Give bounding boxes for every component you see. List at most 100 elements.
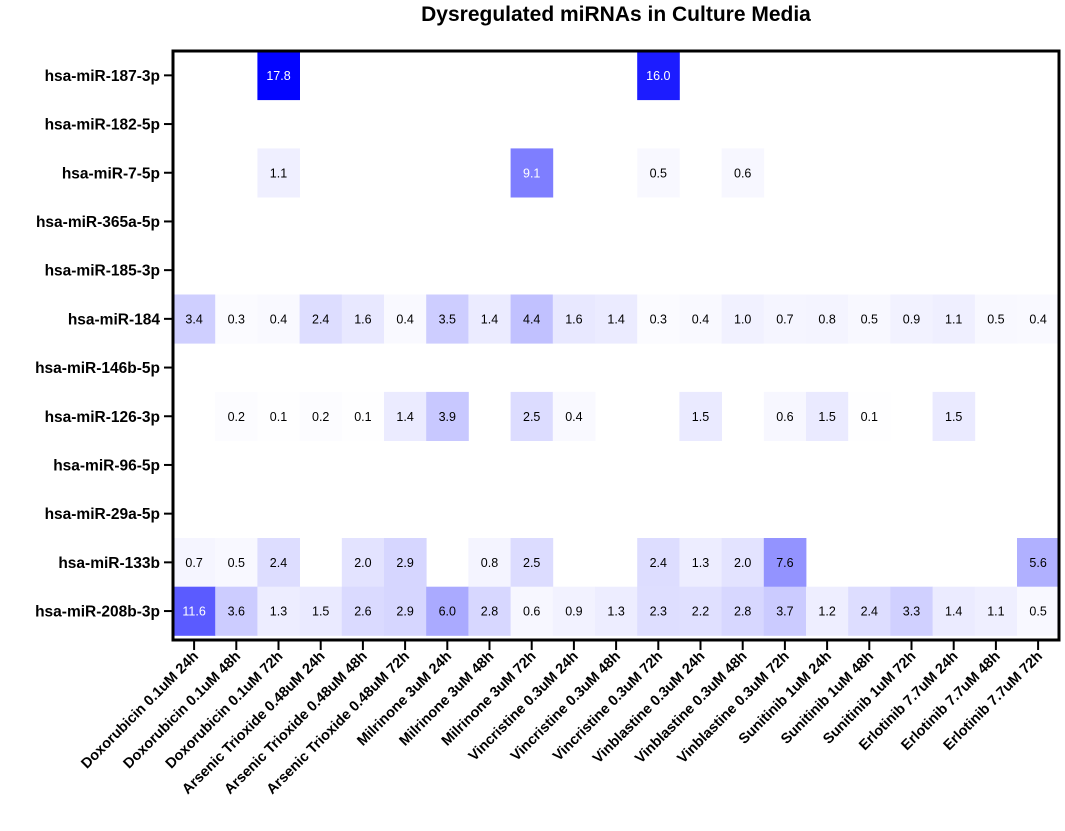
heatmap-cell xyxy=(595,586,638,636)
cell-value-label: 3.4 xyxy=(185,312,202,326)
heatmap-cell xyxy=(299,391,343,441)
cell-value-label: 0.1 xyxy=(354,410,371,424)
cell-value-label: 1.3 xyxy=(270,605,287,619)
heatmap-cell xyxy=(510,391,554,441)
cell-value-label: 5.6 xyxy=(1029,556,1046,570)
cell-value-label: 0.1 xyxy=(861,410,878,424)
heatmap-cell xyxy=(890,586,933,636)
heatmap-cell xyxy=(763,586,807,636)
heatmap-cell xyxy=(890,294,933,344)
heatmap-cell xyxy=(721,294,765,344)
heatmap-cell xyxy=(426,391,469,441)
heatmap-cell xyxy=(848,391,891,441)
cell-value-label: 2.5 xyxy=(523,556,540,570)
cell-value-label: 0.4 xyxy=(396,312,413,326)
cell-value-label: 0.5 xyxy=(650,166,667,180)
heatmap-cell xyxy=(679,391,722,441)
column-ticks xyxy=(193,640,1040,650)
cell-value-label: 1.1 xyxy=(987,605,1004,619)
cell-value-label: 1.4 xyxy=(481,312,498,326)
cell-value-label: 2.2 xyxy=(692,605,709,619)
cell-value-label: 0.9 xyxy=(565,605,582,619)
cell-value-label: 1.1 xyxy=(270,166,287,180)
heatmap-cell xyxy=(173,586,216,636)
heatmap-cell xyxy=(1017,294,1060,344)
cell-value-label: 1.5 xyxy=(818,410,835,424)
cell-value-label: 0.6 xyxy=(734,166,751,180)
cell-value-label: 0.5 xyxy=(987,312,1004,326)
heatmap-cell xyxy=(384,294,427,344)
heatmap-cell xyxy=(932,391,976,441)
heatmap-cell xyxy=(974,294,1018,344)
heatmap-cell xyxy=(552,586,596,636)
heatmap-cell xyxy=(721,148,765,198)
cell-value-label: 0.2 xyxy=(312,410,329,424)
cell-value-label: 6.0 xyxy=(439,605,456,619)
cell-value-label: 1.4 xyxy=(607,312,624,326)
heatmap-cell xyxy=(299,294,343,344)
cell-value-label: 0.2 xyxy=(228,410,245,424)
row-label: hsa-miR-7-5p xyxy=(62,165,160,182)
cell-value-label: 1.3 xyxy=(607,605,624,619)
row-label: hsa-miR-182-5p xyxy=(45,117,160,134)
heatmap-cell xyxy=(341,586,385,636)
heatmap-cell xyxy=(637,294,680,344)
row-label: hsa-miR-29a-5p xyxy=(45,506,160,523)
cell-value-label: 2.5 xyxy=(523,410,540,424)
row-label: hsa-miR-365a-5p xyxy=(36,214,160,231)
heatmap-cell xyxy=(552,391,596,441)
row-label: hsa-miR-208b-3p xyxy=(35,604,160,621)
cell-value-label: 1.3 xyxy=(692,556,709,570)
heatmap-cell xyxy=(468,586,511,636)
cell-value-label: 3.3 xyxy=(903,605,920,619)
cell-value-label: 2.4 xyxy=(270,556,287,570)
heatmap-cell xyxy=(721,586,765,636)
cell-value-label: 1.2 xyxy=(818,605,835,619)
cell-value-label: 7.6 xyxy=(776,556,793,570)
heatmap-cell xyxy=(510,294,554,344)
cell-value-label: 2.4 xyxy=(861,605,878,619)
heatmap-cell xyxy=(637,586,680,636)
heatmap-cell xyxy=(510,148,554,198)
heatmap-cell xyxy=(595,294,638,344)
heatmap-cell xyxy=(257,391,300,441)
cell-value-label: 1.6 xyxy=(354,312,371,326)
cell-value-label: 2.3 xyxy=(650,605,667,619)
heatmap-cell xyxy=(257,51,300,101)
cell-value-label: 3.6 xyxy=(228,605,245,619)
heatmap-cell xyxy=(257,586,300,636)
cell-value-label: 2.8 xyxy=(734,605,751,619)
cell-value-label: 1.6 xyxy=(565,312,582,326)
cell-value-label: 2.6 xyxy=(354,605,371,619)
cell-value-label: 1.4 xyxy=(396,410,413,424)
heatmap-cells: 17.8 16.0 1.1 9.1 0.5 0.6 3.4 0.3 0.4 2.4 1.6 0.4 3.… xyxy=(173,51,1060,636)
cell-value-label: 2.4 xyxy=(312,312,329,326)
cell-value-label: 1.4 xyxy=(945,605,962,619)
heatmap-cell xyxy=(679,294,722,344)
cell-value-label: 1.5 xyxy=(312,605,329,619)
cell-value-label: 0.4 xyxy=(1029,312,1046,326)
heatmap-cell xyxy=(806,391,849,441)
row-label: hsa-miR-96-5p xyxy=(53,457,160,474)
cell-value-label: 4.4 xyxy=(523,312,540,326)
heatmap-cell xyxy=(215,586,258,636)
cell-value-label: 17.8 xyxy=(266,69,290,83)
cell-value-label: 2.9 xyxy=(396,605,413,619)
cell-value-label: 0.8 xyxy=(818,312,835,326)
heatmap-cell xyxy=(763,294,807,344)
heatmap-cell xyxy=(679,538,722,588)
heatmap-cell xyxy=(468,538,511,588)
heatmap-cell xyxy=(341,294,385,344)
heatmap-cell xyxy=(637,51,680,101)
heatmap-cell xyxy=(637,538,680,588)
heatmap-cell xyxy=(637,148,680,198)
heatmap-cell xyxy=(974,586,1018,636)
cell-value-label: 1.5 xyxy=(692,410,709,424)
row-label: hsa-miR-185-3p xyxy=(45,263,160,280)
heatmap-cell xyxy=(426,586,469,636)
cell-value-label: 0.7 xyxy=(185,556,202,570)
heatmap-cell xyxy=(721,538,765,588)
cell-value-label: 0.3 xyxy=(228,312,245,326)
heatmap-cell xyxy=(510,586,554,636)
heatmap-cell xyxy=(257,148,300,198)
